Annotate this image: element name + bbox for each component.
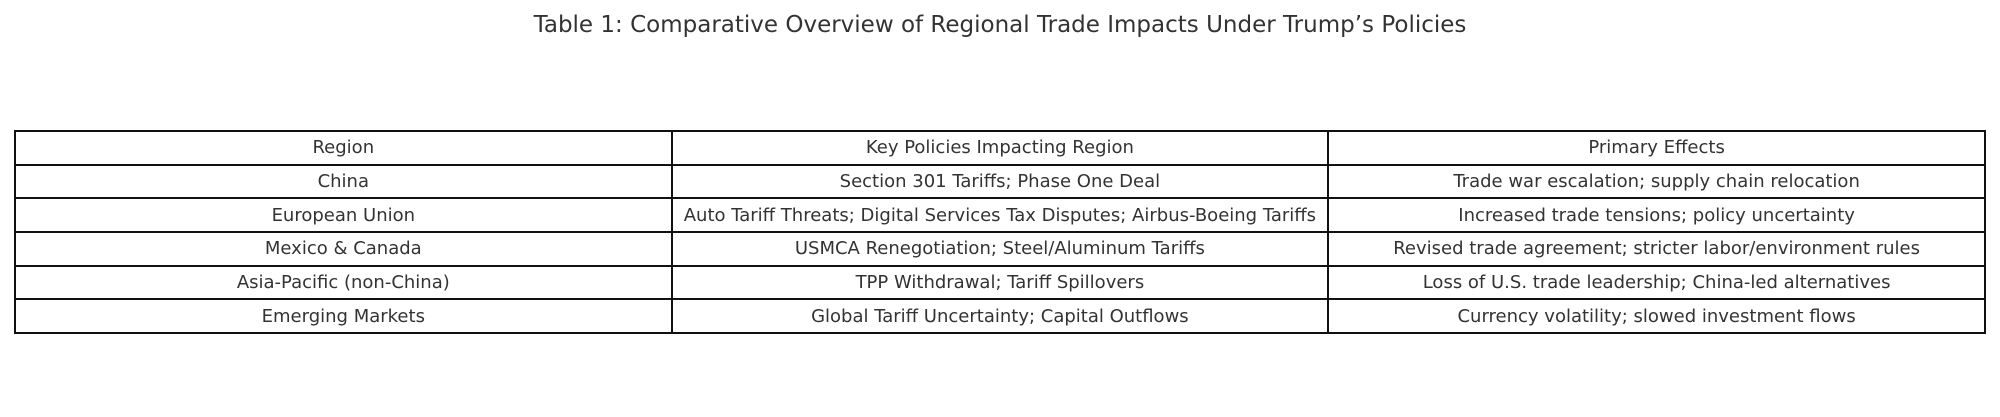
table-cell: Emerging Markets xyxy=(14,298,673,335)
table-cell: Currency volatility; slowed investment f… xyxy=(1327,298,1986,335)
table-cell: USMCA Renegotiation; Steel/Aluminum Tari… xyxy=(670,231,1330,267)
table-row: China Section 301 Tariffs; Phase One Deal… xyxy=(14,163,1986,200)
table-row: Asia-Pacific (non-China) TPP Withdrawal; … xyxy=(14,264,1986,301)
table-cell: Section 301 Tariffs; Phase One Deal xyxy=(670,163,1330,200)
table-cell: Revised trade agreement; stricter labor/… xyxy=(1327,231,1986,267)
table-cell: Auto Tariff Threats; Digital Services Ta… xyxy=(670,197,1330,234)
table-cell: China xyxy=(14,163,673,200)
header-row: Region Key Policies Impacting Region Prima… xyxy=(14,130,1986,166)
header-cell: Region xyxy=(14,130,673,166)
table-row: Mexico & Canada USMCA Renegotiation; Stee… xyxy=(14,231,1986,267)
table-cell: European Union xyxy=(14,197,673,234)
table-row: European Union Auto Tariff Threats; Digit… xyxy=(14,197,1986,234)
table-cell: Increased trade tensions; policy uncerta… xyxy=(1327,197,1986,234)
data-table: Region Key Policies Impacting Region Prima… xyxy=(14,130,1986,335)
table-cell: Asia-Pacific (non-China) xyxy=(14,264,673,301)
table-cell: Mexico & Canada xyxy=(14,231,673,267)
header-cell: Key Policies Impacting Region xyxy=(670,130,1330,166)
table-cell: Trade war escalation; supply chain reloc… xyxy=(1327,163,1986,200)
table-body: Region Key Policies Impacting Region Prima… xyxy=(14,130,1986,335)
table-cell: Loss of U.S. trade leadership; China-led… xyxy=(1327,264,1986,301)
table-cell: Global Tariff Uncertainty; Capital Outfl… xyxy=(670,298,1330,335)
table-cell: TPP Withdrawal; Tariff Spillovers xyxy=(670,264,1330,301)
table-row: Emerging Markets Global Tariff Uncertaint… xyxy=(14,298,1986,335)
table-title: Table 1: Comparative Overview of Regiona… xyxy=(533,12,1467,38)
header-cell: Primary Effects xyxy=(1327,130,1986,166)
